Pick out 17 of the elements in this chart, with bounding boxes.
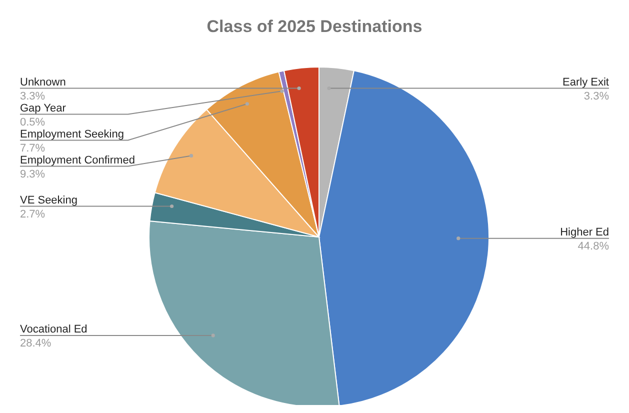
slice-label: Gap Year	[20, 102, 66, 114]
slice-label: Employment Confirmed	[20, 154, 135, 166]
slice-label: Vocational Ed	[20, 323, 88, 336]
data-label: 0.5%	[20, 116, 46, 128]
chart-title: Class of 2025 Destinations	[206, 17, 422, 36]
data-label: 44.8%	[578, 240, 610, 252]
data-label: 9.3%	[20, 168, 46, 180]
data-label: 28.4%	[20, 337, 52, 350]
slice-label: Unknown	[20, 76, 66, 88]
slice-label: Higher Ed	[560, 226, 609, 238]
data-label: 3.3%	[20, 90, 46, 102]
data-label: 7.7%	[20, 142, 46, 154]
slice-label: Employment Seeking	[20, 128, 124, 140]
slice-label: VE Seeking	[20, 194, 78, 206]
data-label: 2.7%	[20, 208, 46, 220]
data-label: 3.3%	[584, 90, 610, 102]
slice-label: Early Exit	[562, 76, 609, 88]
